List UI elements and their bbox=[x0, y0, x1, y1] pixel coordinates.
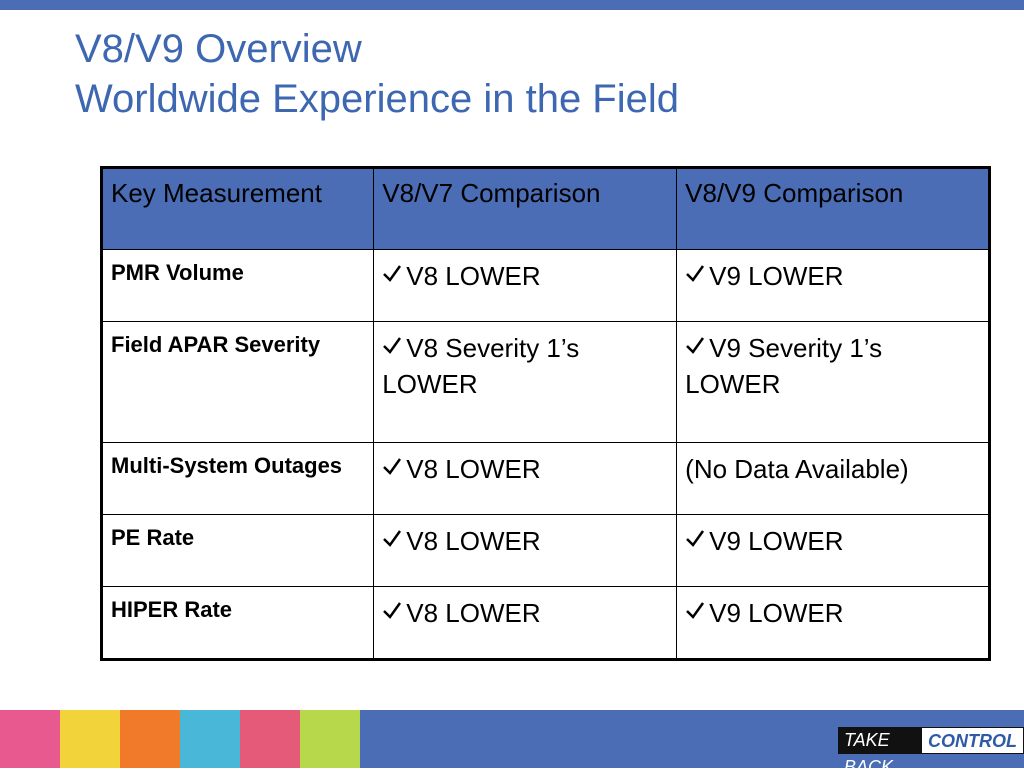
header-cell: V8/V9 Comparison bbox=[676, 167, 990, 250]
row: HIPER Rate V8 LOWER V9 LOWER bbox=[100, 585, 990, 661]
cell: V8 LOWER bbox=[373, 585, 678, 661]
key-cell: PMR Volume bbox=[100, 249, 375, 322]
photo bbox=[60, 710, 120, 768]
row: Field APAR Severity V8 Severity 1’s LOWE… bbox=[100, 320, 990, 443]
top-bar bbox=[0, 0, 1024, 10]
check-icon bbox=[686, 337, 705, 354]
key-cell: HIPER Rate bbox=[100, 585, 375, 661]
key-cell: Multi-System Outages bbox=[100, 441, 375, 515]
title-line: V8/V9 Overview bbox=[75, 27, 362, 71]
check-icon bbox=[383, 601, 402, 619]
photo bbox=[300, 710, 360, 768]
cell: V9 LOWER bbox=[676, 249, 990, 322]
cell: V8 LOWER bbox=[373, 441, 678, 515]
title: V8/V9 Overview Worldwide Experience in t… bbox=[75, 24, 679, 124]
title-line: Worldwide Experience in the Field bbox=[75, 77, 680, 121]
logo: TAKE BACK CONTROL bbox=[838, 727, 1024, 777]
cell: V8 LOWER bbox=[373, 513, 678, 587]
logo-text: CONTROL bbox=[921, 727, 1024, 754]
cell: V9 LOWER bbox=[676, 513, 990, 587]
check-icon bbox=[383, 458, 402, 475]
cell: V8 LOWER bbox=[373, 249, 678, 322]
photo bbox=[180, 710, 240, 768]
header-row: Key Measurement V8/V7 Comparison V8/V9 C… bbox=[100, 167, 990, 250]
key-cell: Field APAR Severity bbox=[100, 320, 375, 443]
logo-text: TAKE BACK bbox=[838, 727, 921, 777]
cell: V8 Severity 1’s LOWER bbox=[373, 320, 678, 443]
photo bbox=[0, 710, 60, 768]
header-cell: V8/V7 Comparison bbox=[373, 167, 678, 250]
check-icon bbox=[383, 265, 402, 282]
photo bbox=[120, 710, 180, 768]
header-cell: Key Measurement bbox=[100, 167, 375, 250]
check-icon bbox=[383, 529, 402, 547]
row: PMR Volume V8 LOWER V9 LOWER bbox=[100, 249, 990, 322]
cell: V9 Severity 1’s LOWER bbox=[676, 320, 990, 443]
check-icon bbox=[686, 529, 705, 547]
check-icon bbox=[686, 601, 705, 619]
cell: (No Data Available) bbox=[676, 441, 990, 515]
photo-strip bbox=[0, 710, 360, 768]
row: Multi-System Outages V8 LOWER (No Data A… bbox=[100, 441, 990, 515]
check-icon bbox=[383, 337, 402, 354]
cell: V9 LOWER bbox=[676, 585, 990, 661]
key-cell: PE Rate bbox=[100, 513, 375, 587]
row: PE Rate V8 LOWER V9 LOWER bbox=[100, 513, 990, 587]
photo bbox=[240, 710, 300, 768]
comparison-table: Key Measurement V8/V7 Comparison V8/V9 C… bbox=[100, 166, 991, 661]
check-icon bbox=[686, 265, 705, 282]
